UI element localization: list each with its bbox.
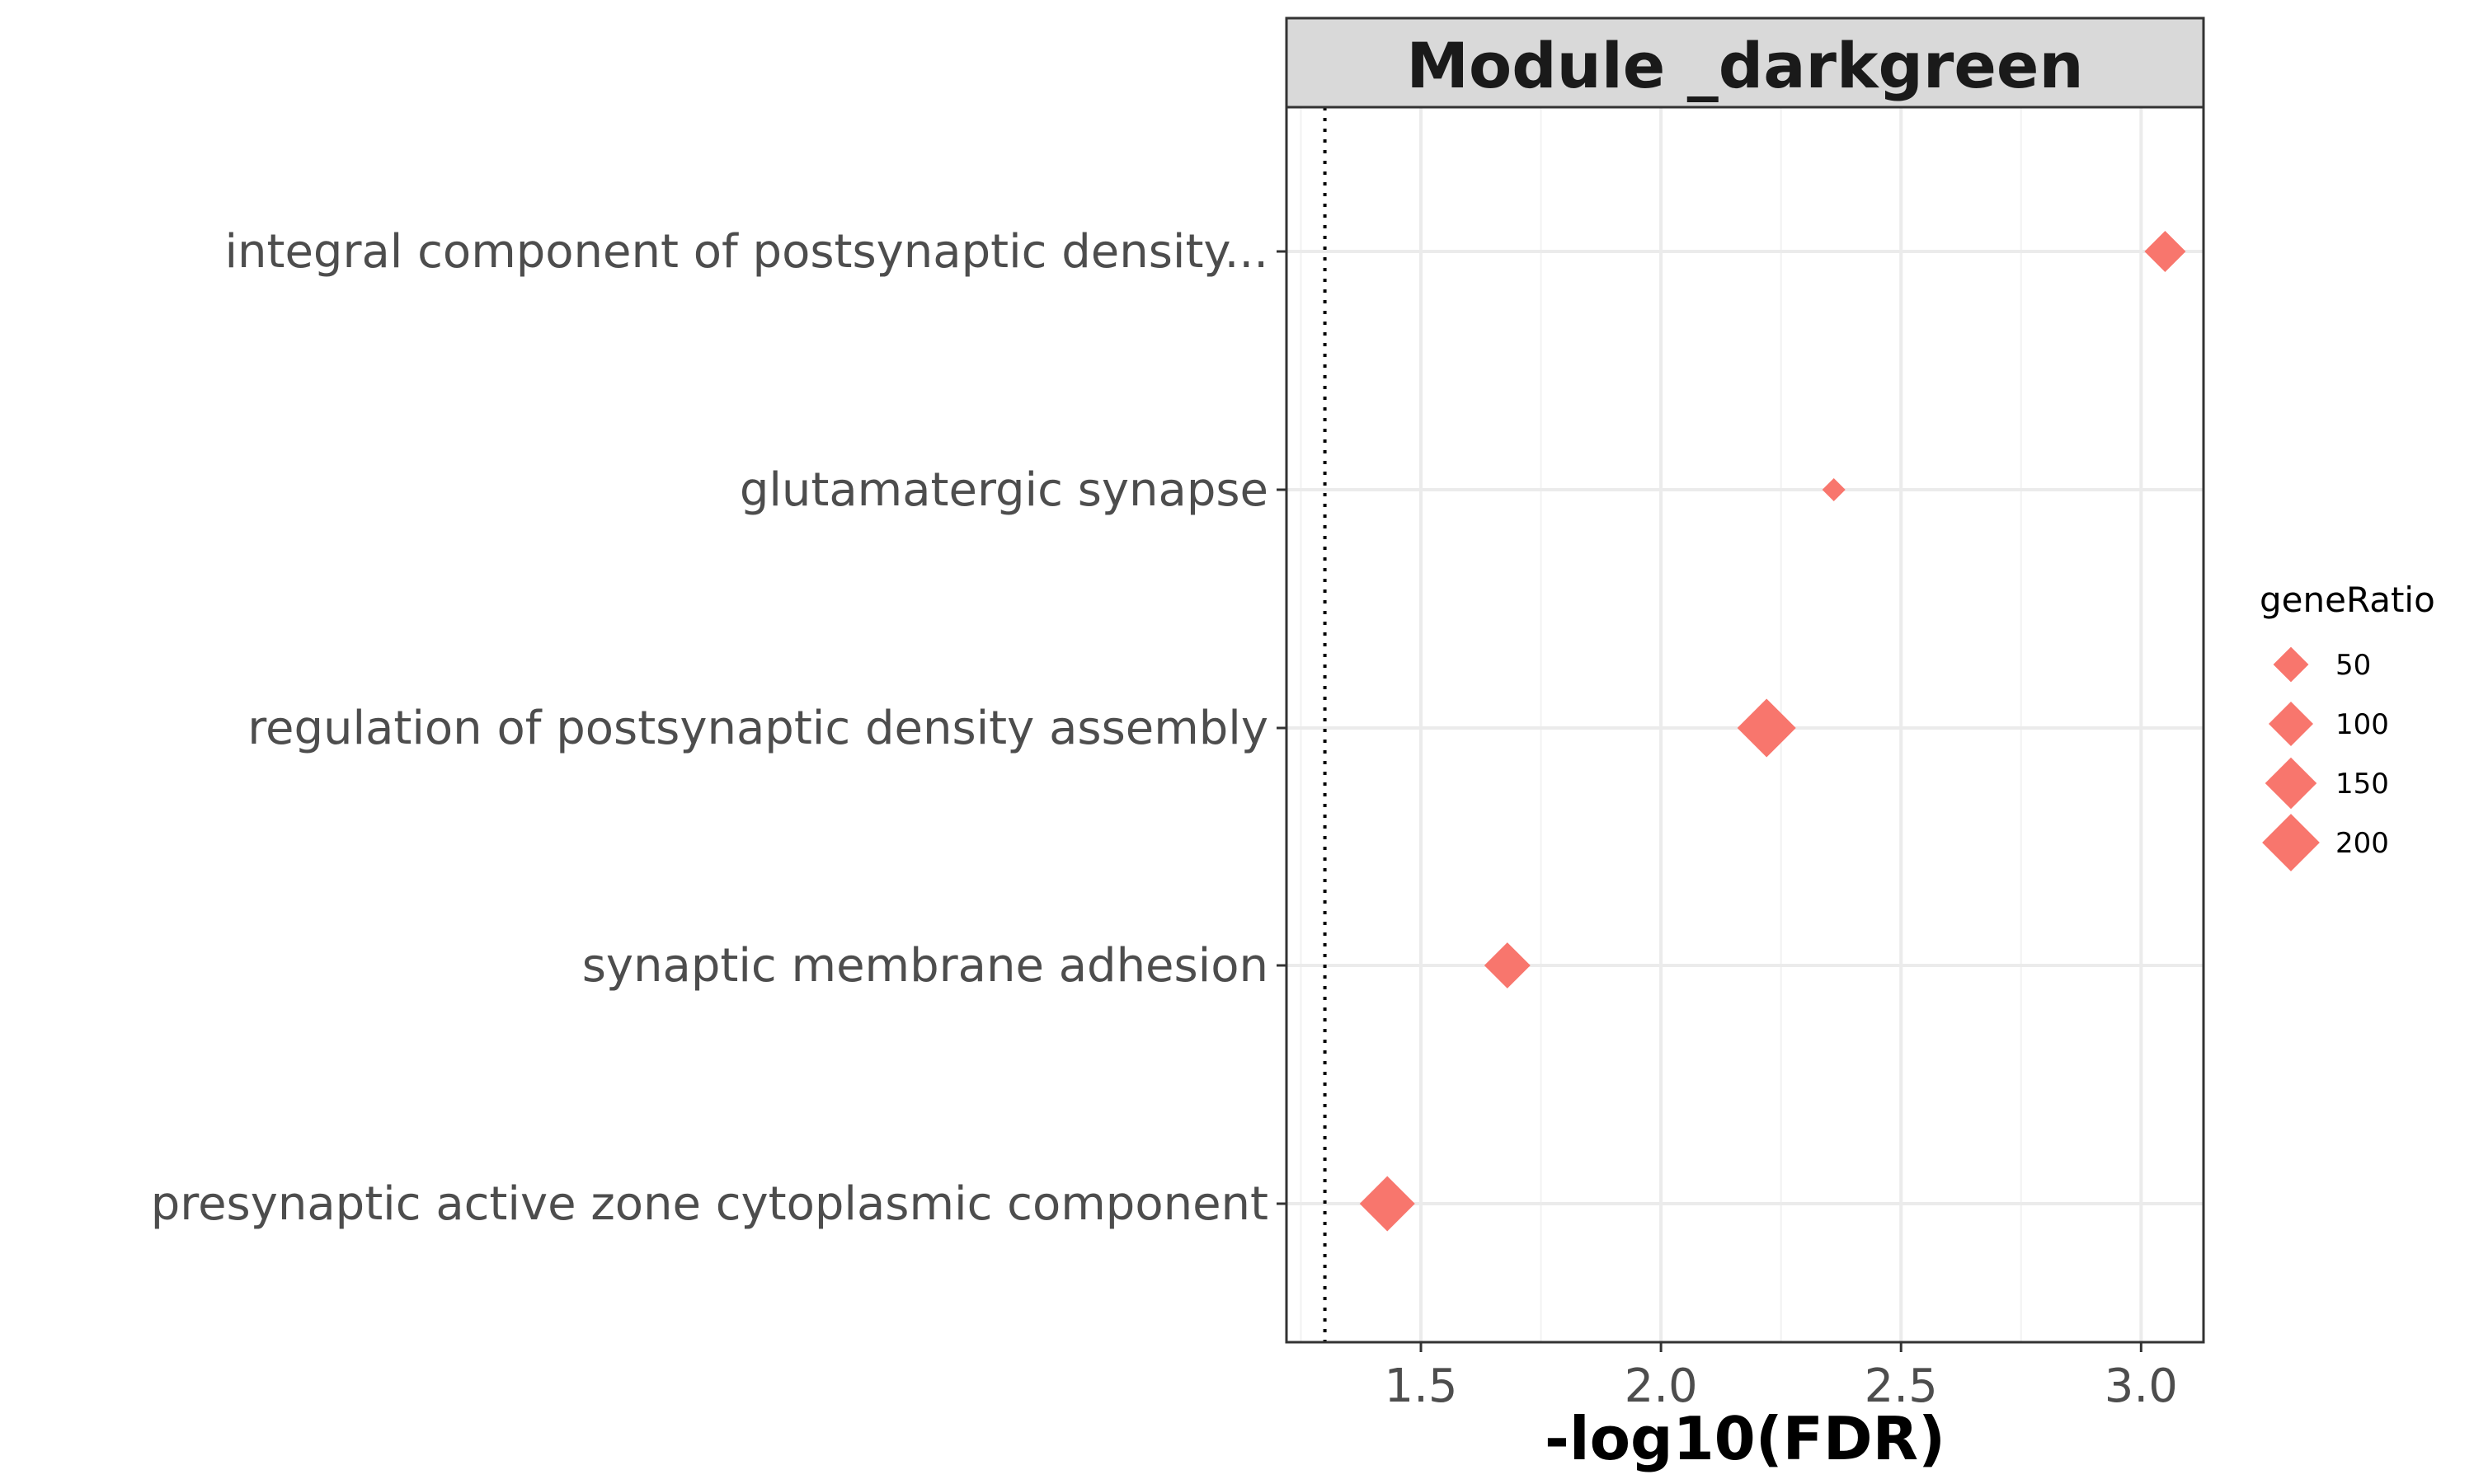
y-axis-label: regulation of postsynaptic density assem… (247, 702, 1268, 755)
facet-strip-title: Module _darkgreen (1406, 29, 2083, 102)
data-point-layer (1359, 231, 2186, 1232)
y-axis: integral component of postsynaptic densi… (151, 225, 1286, 1231)
data-point (1822, 477, 1846, 502)
data-point (1737, 698, 1796, 758)
y-axis-label: integral component of postsynaptic densi… (224, 225, 1268, 279)
legend-key (2265, 757, 2317, 810)
x-axis-tick-label: 3.0 (2105, 1360, 2178, 1413)
legend-key (2273, 646, 2309, 683)
y-axis-label: presynaptic active zone cytoplasmic comp… (151, 1177, 1268, 1231)
x-axis-tick-label: 1.5 (1384, 1360, 1457, 1413)
x-axis-title: -log10(FDR) (1545, 1404, 1945, 1473)
y-axis-label: synaptic membrane adhesion (582, 939, 1268, 993)
facet-strip-background (1285, 16, 2205, 109)
x-axis-tick-label: 2.0 (1625, 1360, 1698, 1413)
x-axis: 1.5 2.0 2.5 3.0 (1384, 1342, 2178, 1413)
data-point (1359, 1176, 1415, 1232)
facet-strip: Module _darkgreen (1285, 16, 2205, 109)
data-point (1484, 942, 1531, 989)
legend-label: 150 (2335, 768, 2389, 801)
legend-label: 50 (2335, 649, 2371, 682)
legend-label: 200 (2335, 827, 2389, 860)
legend-label: 100 (2335, 708, 2389, 741)
legend: geneRatio 50 100 150 200 (2260, 580, 2435, 871)
data-point (2144, 231, 2186, 272)
legend-title: geneRatio (2260, 580, 2435, 620)
x-axis-tick-label: 2.5 (1865, 1360, 1938, 1413)
y-axis-label: glutamatergic synapse (740, 463, 1268, 517)
legend-key (2262, 814, 2320, 871)
legend-key (2269, 702, 2313, 746)
